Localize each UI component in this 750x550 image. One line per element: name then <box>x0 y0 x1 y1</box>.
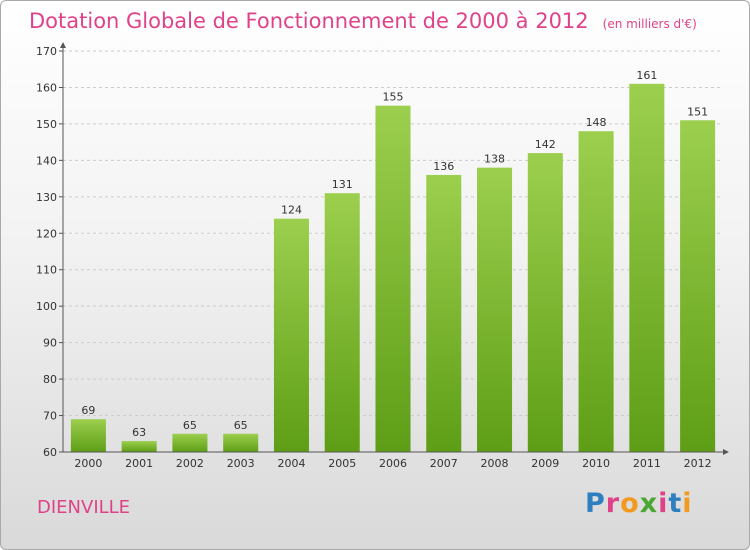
data-label: 155 <box>383 91 404 104</box>
x-tick-label: 2009 <box>531 457 559 470</box>
x-tick-label: 2005 <box>328 457 356 470</box>
y-tick-label: 130 <box>36 191 57 204</box>
y-tick-label: 80 <box>43 373 57 386</box>
data-label: 124 <box>281 204 302 217</box>
logo-letter: r <box>605 488 621 519</box>
bar-2004 <box>273 218 309 452</box>
x-tick-label: 2002 <box>176 457 204 470</box>
bar-2009 <box>527 153 563 452</box>
commune-name: DIENVILLE <box>37 497 131 518</box>
data-label: 69 <box>81 404 95 417</box>
x-tick-label: 2007 <box>430 457 458 470</box>
y-axis-arrow <box>60 42 66 48</box>
bar-2005 <box>324 193 360 452</box>
bar-2003 <box>223 433 259 452</box>
y-tick-label: 60 <box>43 446 57 459</box>
x-tick-label: 2001 <box>125 457 153 470</box>
axes: 60 70 80 90 100 110 120 130 140 150 160 170 2000 2001… <box>36 42 729 470</box>
chart-subtitle: (en milliers d'€) <box>602 17 697 31</box>
logo-letter: t <box>668 488 683 519</box>
x-tick-label: 2008 <box>481 457 509 470</box>
y-tick-label: 150 <box>36 118 57 131</box>
bar-2002 <box>172 433 208 452</box>
bar-2012 <box>680 120 716 452</box>
logo-letter: P <box>585 488 606 519</box>
bar-2007 <box>426 174 462 453</box>
bar-2006 <box>375 105 411 452</box>
logo-letter: i <box>682 488 693 519</box>
proxiti-logo: Proxiti <box>585 488 693 519</box>
logo-letter: i <box>658 488 669 519</box>
x-tick-label: 2011 <box>633 457 661 470</box>
bar-2001 <box>121 441 157 452</box>
data-label: 148 <box>586 116 607 129</box>
y-tick-label: 170 <box>36 45 57 58</box>
title-text: Dotation Globale de Fonctionnement de 20… <box>29 9 589 33</box>
data-label: 142 <box>535 138 556 151</box>
bar-2000 <box>70 419 106 452</box>
data-label: 63 <box>132 426 146 439</box>
data-label: 65 <box>234 419 248 432</box>
logo-letter: o <box>620 488 640 519</box>
data-label: 65 <box>183 419 197 432</box>
x-tick-label: 2004 <box>277 457 305 470</box>
x-tick-label: 2010 <box>582 457 610 470</box>
y-tick-label: 160 <box>36 81 57 94</box>
x-tick-label: 2000 <box>74 457 102 470</box>
logo-letter: x <box>639 488 659 519</box>
y-tick-label: 70 <box>43 410 57 423</box>
x-tick-label: 2006 <box>379 457 407 470</box>
bar-2008 <box>477 167 513 452</box>
y-tick-label: 110 <box>36 264 57 277</box>
data-label: 138 <box>484 153 505 166</box>
x-tick-label: 2003 <box>227 457 255 470</box>
data-label: 151 <box>687 105 708 118</box>
y-tick-label: 100 <box>36 300 57 313</box>
data-label: 131 <box>332 178 353 191</box>
y-tick-label: 140 <box>36 154 57 167</box>
bars: 69 63 65 65 124 131 155 136 138 142 148 161 151 <box>70 69 716 453</box>
data-label: 161 <box>636 69 657 82</box>
data-label: 136 <box>433 160 454 173</box>
x-tick-label: 2012 <box>684 457 712 470</box>
bar-2011 <box>629 83 665 453</box>
x-axis-arrow <box>723 449 729 455</box>
y-tick-label: 90 <box>43 337 57 350</box>
chart-title: Dotation Globale de Fonctionnement de 20… <box>29 9 697 33</box>
y-tick-label: 120 <box>36 227 57 240</box>
bar-2010 <box>578 131 614 452</box>
